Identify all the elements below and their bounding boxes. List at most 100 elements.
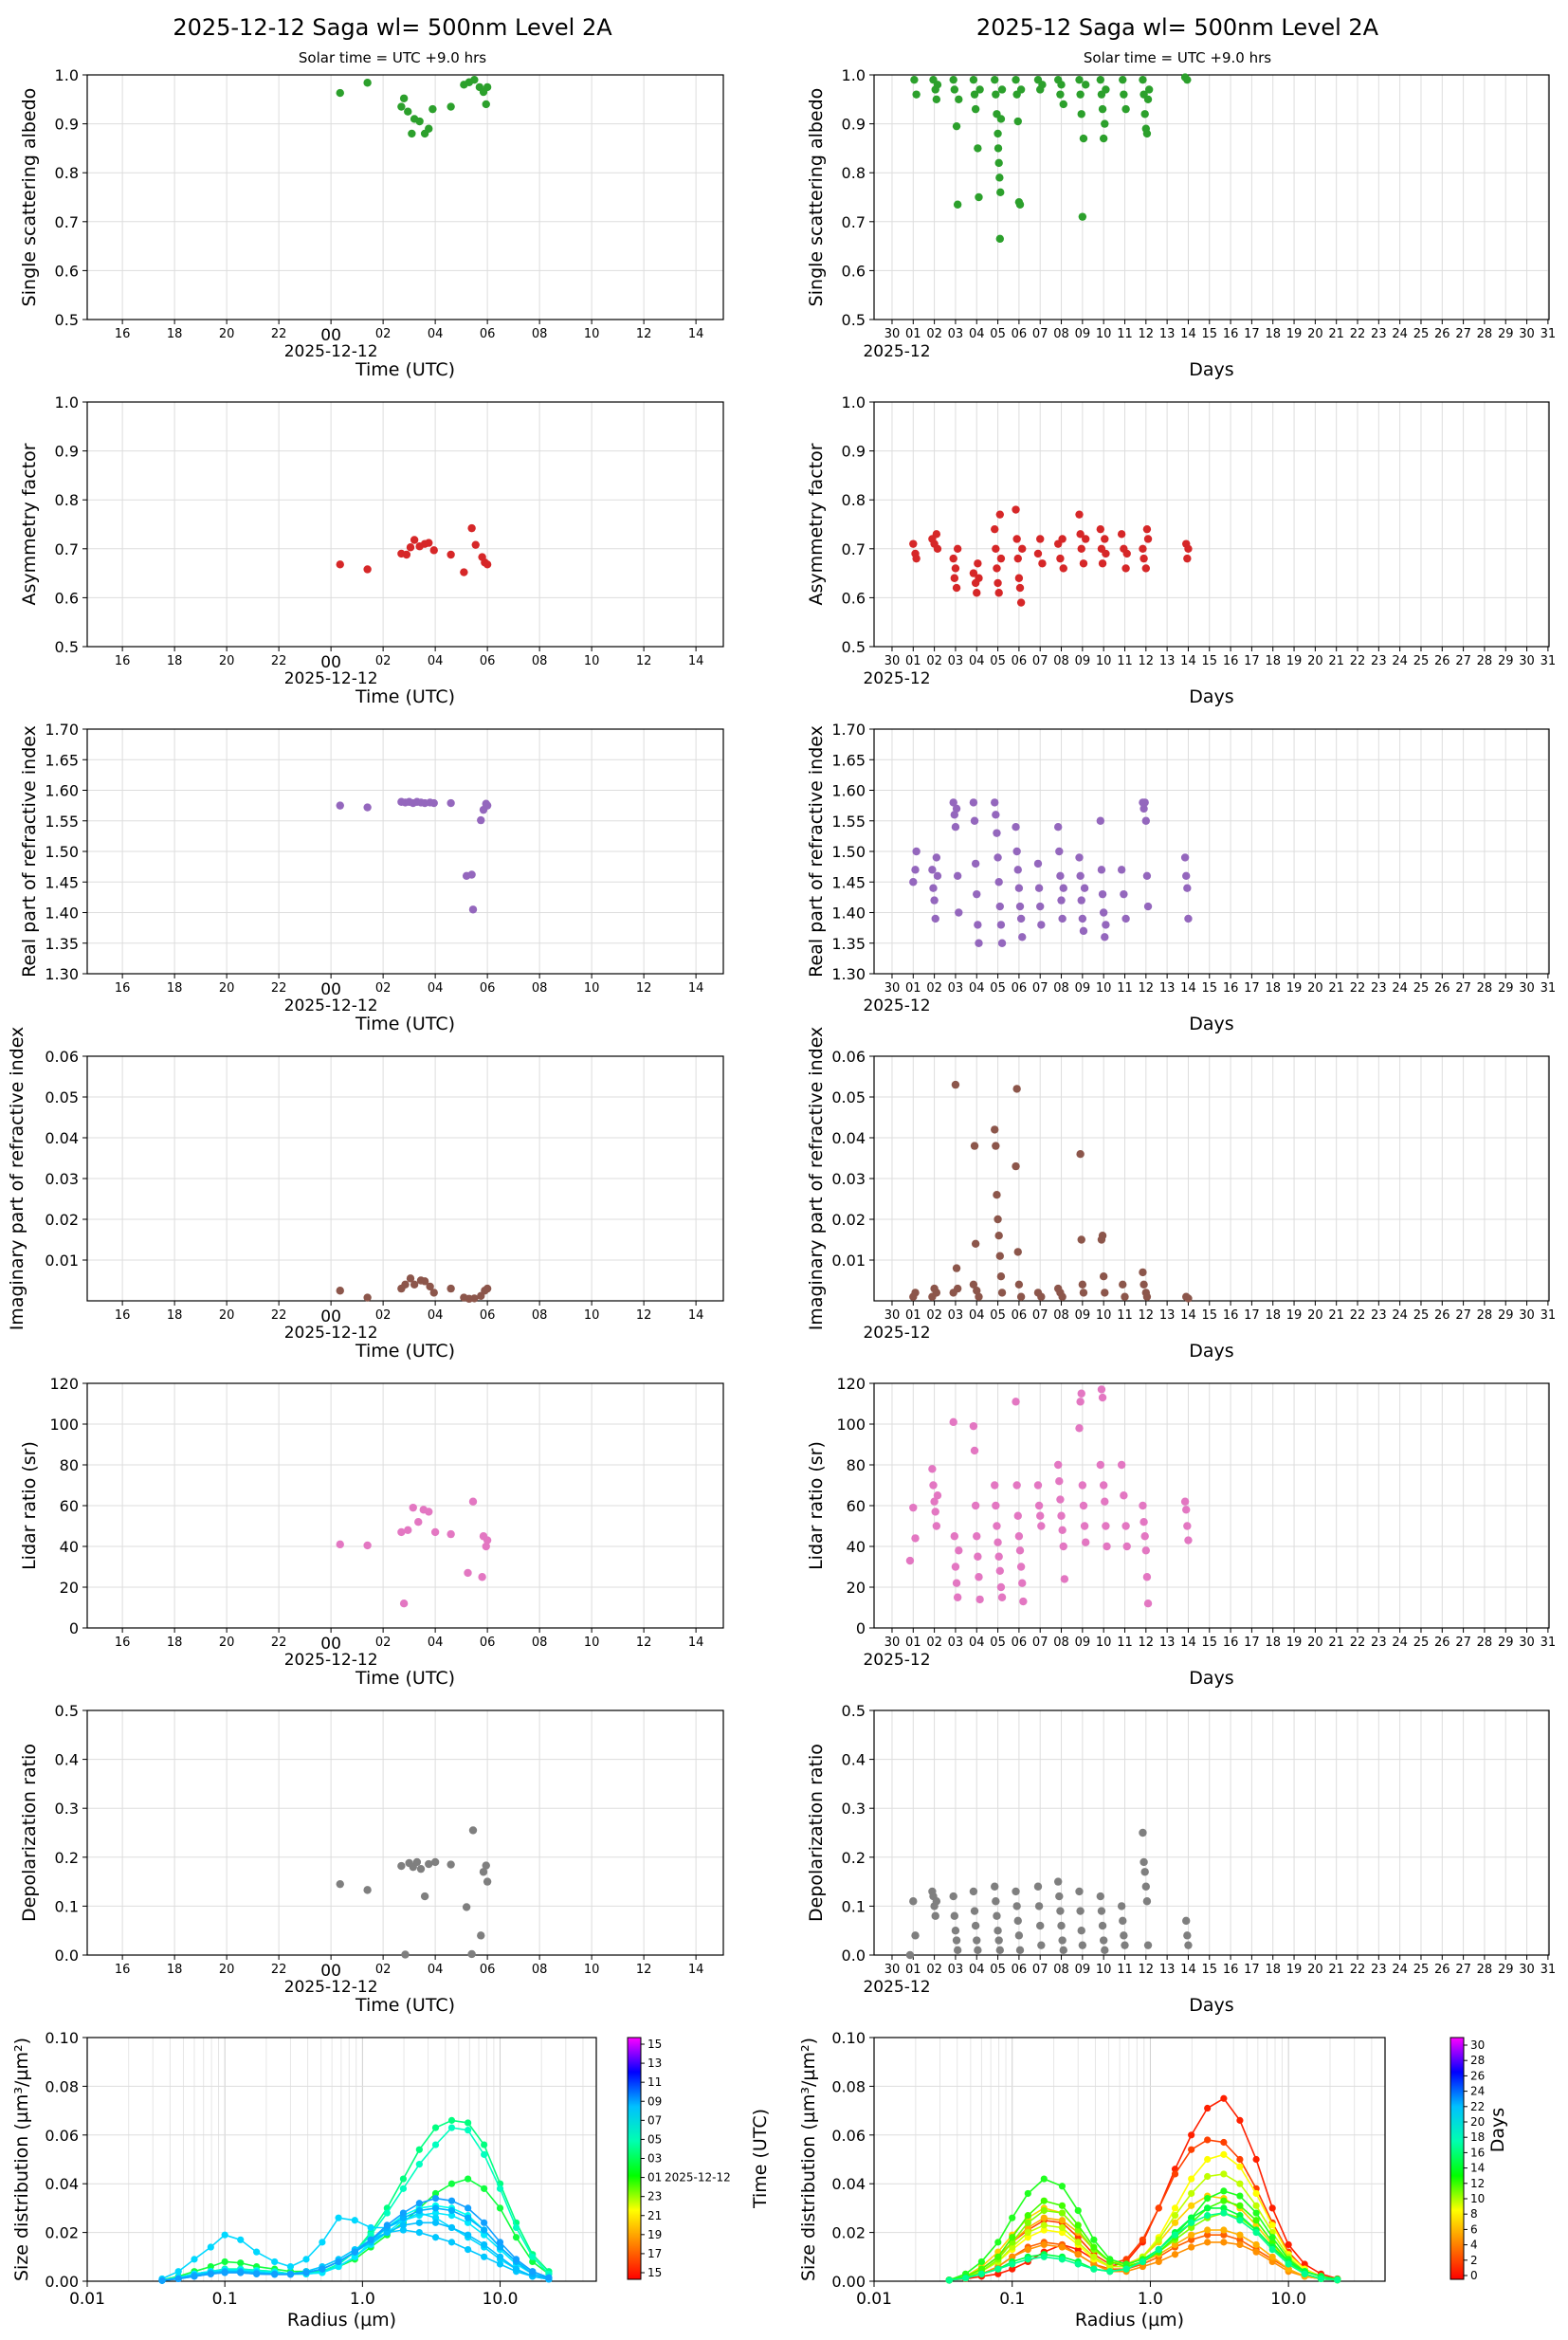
series-point: [1074, 2239, 1082, 2246]
x-axis-label: Time (UTC): [355, 686, 455, 707]
data-point: [1012, 1161, 1020, 1171]
x-tick-label: 18: [1265, 1963, 1281, 1977]
data-point: [1058, 1292, 1067, 1301]
x-tick-label: 06: [1012, 654, 1028, 668]
series-point: [545, 2274, 553, 2281]
series-point: [1236, 2240, 1244, 2249]
data-point: [1140, 554, 1148, 563]
data-point: [1077, 896, 1085, 905]
series-point: [1024, 2219, 1031, 2226]
series-point: [1024, 2256, 1031, 2263]
x-tick-label: 30: [884, 1308, 901, 1323]
x-tick-label: 27: [1455, 1636, 1471, 1650]
x-tick-label: 12: [636, 1963, 652, 1977]
x-tick-label: 10: [1096, 981, 1112, 996]
x-tick-label: 02: [926, 1963, 942, 1977]
x-tick-label: 0.01: [856, 2290, 892, 2309]
data-point: [1102, 549, 1110, 558]
y-tick-label: 0.5: [55, 311, 79, 329]
data-point: [1012, 1902, 1021, 1910]
series-point: [1268, 2234, 1276, 2241]
data-point: [932, 1522, 941, 1530]
y-tick-label: 0.7: [842, 213, 866, 231]
data-point: [975, 939, 983, 947]
data-point: [1057, 1921, 1066, 1930]
x-tick-label: 11: [1117, 981, 1133, 996]
data-point: [933, 1491, 942, 1500]
series-point: [1009, 2234, 1016, 2241]
chart-depol_days: 30 01 02 03 04 05 06 07 08 09 10 11 12 13 14 15 16 17 18 19…: [806, 1702, 1556, 2016]
series-point: [1074, 2245, 1082, 2254]
data-point: [1059, 1946, 1067, 1955]
series-point: [1301, 2270, 1308, 2277]
x-tick-label: 06: [480, 1963, 496, 1977]
colorbar-tick-label: 26: [1470, 2069, 1485, 2082]
data-point: [1038, 81, 1047, 89]
data-point: [1015, 1546, 1025, 1555]
data-point: [1079, 926, 1088, 936]
data-point: [401, 1950, 410, 1959]
colorbar-tick-label: 21: [647, 2209, 662, 2222]
data-point: [995, 234, 1005, 244]
x-date-label: 2025-12-12: [284, 342, 378, 361]
data-point: [1144, 85, 1154, 94]
x-date-label: 2025-12-12: [284, 996, 378, 1015]
x-tick-label: 10: [584, 654, 600, 668]
x-tick-label: 21: [1328, 1963, 1344, 1977]
data-point: [447, 1860, 455, 1869]
y-tick-label: 1.55: [831, 813, 866, 831]
data-point: [1055, 1892, 1064, 1901]
data-point: [482, 1861, 490, 1870]
series-point: [1188, 2175, 1195, 2183]
series-point: [481, 2240, 488, 2249]
y-tick-label: 0.06: [831, 2127, 866, 2145]
data-point: [1059, 884, 1067, 892]
colorbar-tick-label: 14: [1470, 2162, 1485, 2175]
y-tick-label: 1.60: [831, 782, 866, 800]
series-point: [1204, 2226, 1212, 2234]
x-date-label: 2025-12: [863, 996, 930, 1015]
x-tick-label: 08: [1053, 327, 1069, 341]
x-tick-label: 19: [1286, 1636, 1303, 1650]
data-point: [1015, 1946, 1025, 1955]
data-point: [1184, 544, 1193, 553]
data-point: [1016, 85, 1026, 94]
data-point: [1033, 549, 1043, 558]
x-tick-label: 11: [1117, 1636, 1133, 1650]
series-point: [1252, 2217, 1260, 2224]
x-tick-label: 20: [1307, 1636, 1323, 1650]
series-point: [1074, 2206, 1082, 2215]
x-date-label: 2025-12-12: [284, 1324, 378, 1343]
x-tick-label: 20: [219, 327, 235, 341]
y-tick-label: 1.30: [45, 965, 79, 983]
colorbar-tick-label: 30: [1470, 2038, 1485, 2052]
series-point: [1040, 2253, 1048, 2260]
series-point: [496, 2243, 504, 2251]
data-point: [1140, 1518, 1148, 1526]
plot-frame: [86, 2037, 597, 2282]
data-point: [464, 1568, 472, 1578]
data-point: [1096, 1460, 1105, 1470]
series-point: [158, 2276, 166, 2284]
y-tick-label: 0.06: [45, 1048, 79, 1066]
series-point: [1074, 2251, 1082, 2258]
y-tick-label: 1.50: [45, 843, 79, 861]
x-tick-label: 20: [219, 981, 235, 996]
series-point: [1204, 2155, 1212, 2164]
data-point: [1081, 1538, 1090, 1546]
data-point: [1120, 1491, 1128, 1500]
y-tick-label: 1.0: [842, 66, 866, 84]
data-point: [1098, 1393, 1107, 1402]
x-tick-label: 10: [1096, 1636, 1112, 1650]
x-tick-label: 14: [1180, 981, 1196, 996]
series-point: [1236, 2212, 1244, 2220]
data-point: [928, 1465, 937, 1473]
right-figure-title: 2025-12 Saga wl= 500nm Level 2A: [976, 14, 1379, 41]
data-point: [974, 1946, 982, 1955]
y-tick-label: 0.9: [842, 443, 866, 461]
data-point: [933, 544, 942, 553]
x-tick-label: 27: [1455, 654, 1471, 668]
data-point: [949, 1892, 957, 1901]
data-point: [969, 75, 978, 84]
data-point: [1013, 1511, 1022, 1520]
